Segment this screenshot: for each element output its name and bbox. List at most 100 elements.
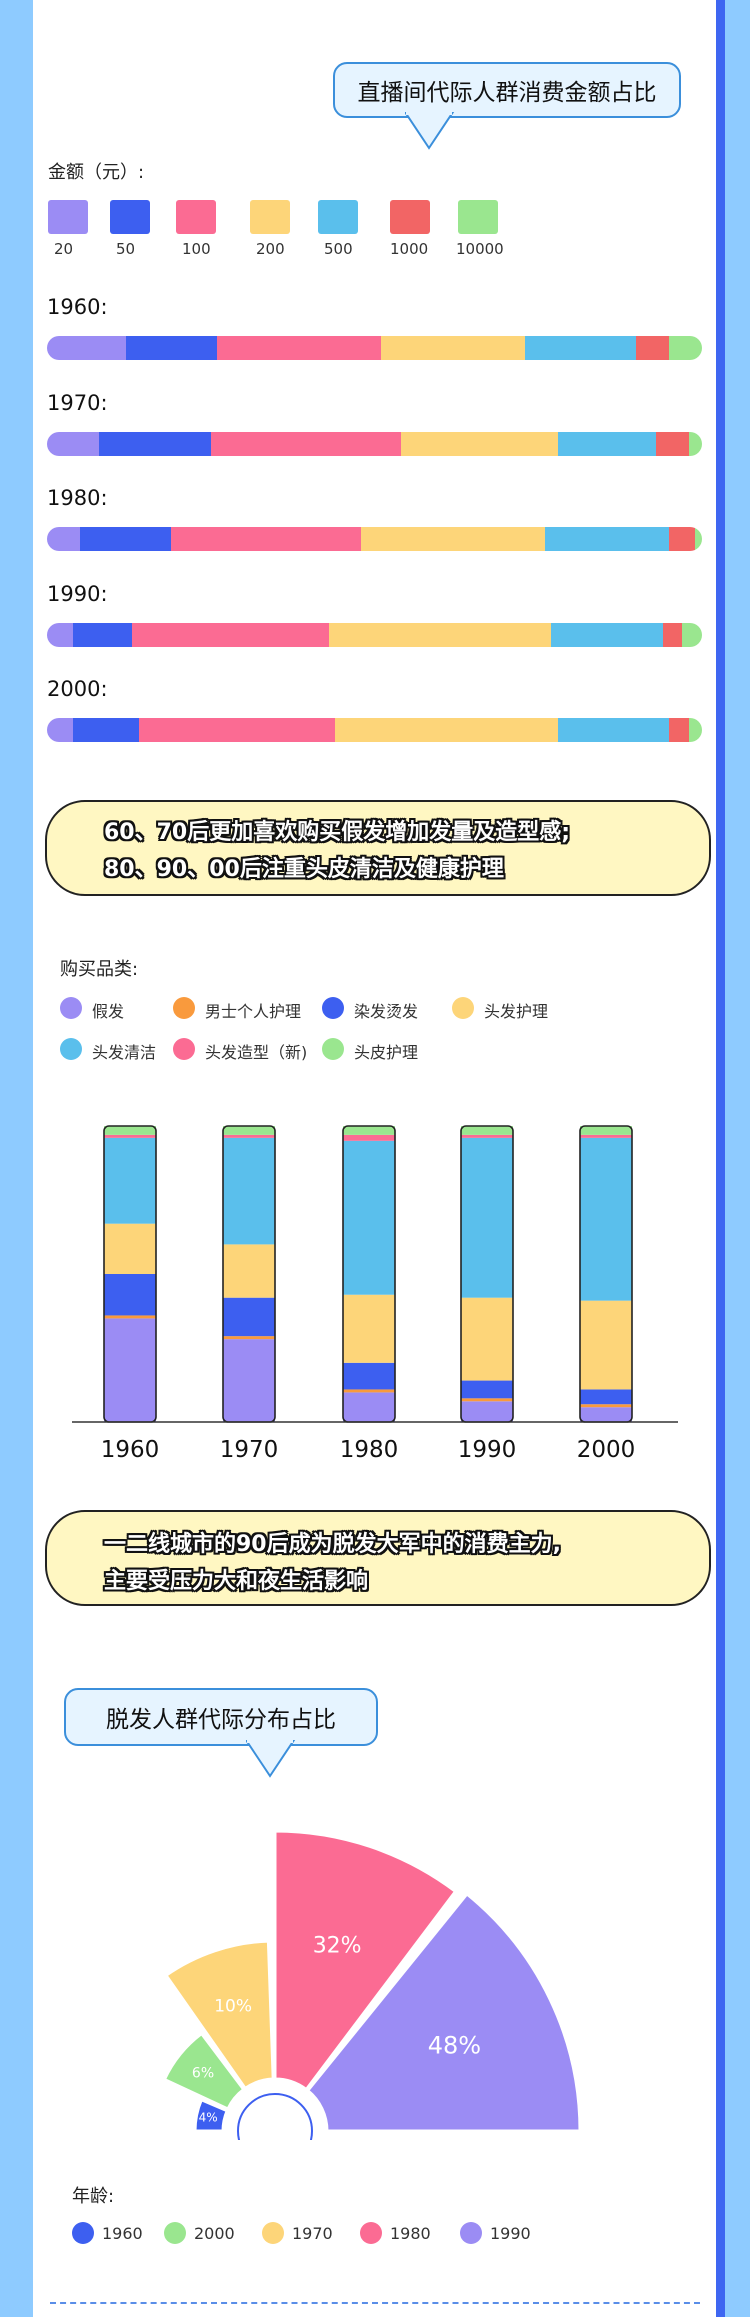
category-segment — [223, 1244, 275, 1298]
rose-slice-label: 10% — [214, 1996, 252, 2016]
spend-legend-swatch — [48, 200, 88, 234]
category-legend-label: 头发造型（新) — [205, 1043, 308, 1062]
spend-segment — [73, 623, 133, 647]
pie-legend-title: 年龄: — [72, 2186, 115, 2207]
category-segment — [343, 1392, 395, 1422]
category-bar-1990 — [460, 1125, 514, 1423]
spend-legend-title: 金额（元）: — [48, 162, 145, 183]
pie-legend-label: 2000 — [194, 2224, 235, 2243]
category-bar-1960 — [103, 1125, 157, 1423]
spend-segment — [669, 336, 702, 360]
rose-pie-chart: 4% 6% 10% 32% 48% — [162, 1829, 582, 2140]
spend-segment — [636, 336, 670, 360]
category-segment — [104, 1134, 156, 1138]
rose-slice-label: 4% — [199, 2110, 218, 2124]
spend-legend-swatch — [110, 200, 150, 234]
category-segment — [104, 1223, 156, 1274]
category-bar-1970 — [222, 1125, 276, 1423]
category-segment — [223, 1336, 275, 1340]
category-legend-label: 假发 — [92, 1002, 125, 1021]
category-segment — [104, 1315, 156, 1319]
pie-legend-label: 1970 — [292, 2224, 333, 2243]
category-legend-dot — [173, 997, 195, 1019]
category-axis-label: 1970 — [220, 1437, 279, 1460]
spend-segment — [210, 432, 401, 456]
spend-segment — [125, 336, 218, 360]
category-segment — [580, 1389, 632, 1405]
left-border — [0, 0, 33, 2317]
rose-slice-1980 — [273, 1829, 458, 2092]
category-segment — [104, 1126, 156, 1135]
spend-row-label: 1970: — [47, 391, 108, 415]
category-segment — [461, 1401, 513, 1422]
insight-banner-1 — [45, 800, 711, 896]
spend-segment — [557, 718, 670, 742]
category-segment — [104, 1274, 156, 1316]
spend-legend-swatch — [458, 200, 498, 234]
spend-segment — [361, 527, 545, 551]
category-segment — [461, 1126, 513, 1135]
spend-legend-label: 20 — [54, 240, 74, 258]
rose-slice-label: 32% — [313, 1934, 362, 1959]
bottom-divider — [50, 2302, 700, 2304]
spend-chart-title: 直播间代际人群消费金额占比 — [333, 62, 681, 118]
rose-slice-2000 — [162, 2031, 246, 2112]
spend-segment — [656, 432, 689, 456]
spend-segment — [669, 527, 696, 551]
category-legend-dot — [322, 1038, 344, 1060]
pie-legend-label: 1960 — [102, 2224, 143, 2243]
spend-bar-1970 — [47, 432, 702, 456]
category-bar-1980 — [342, 1125, 396, 1423]
category-legend-label: 头发清洁 — [92, 1043, 157, 1062]
spend-legend-swatch — [318, 200, 358, 234]
category-bar-2000 — [579, 1125, 633, 1423]
category-segment — [580, 1137, 632, 1301]
spend-segment — [544, 527, 670, 551]
spend-segment — [400, 432, 558, 456]
category-axis-label: 1990 — [458, 1437, 517, 1460]
spend-legend-label: 1000 — [390, 240, 429, 258]
spend-segment — [47, 527, 80, 551]
rose-slice-label: 48% — [428, 2031, 481, 2059]
category-segment — [461, 1380, 513, 1399]
pie-legend-dot — [262, 2222, 284, 2244]
spend-segment — [132, 623, 329, 647]
spend-segment — [525, 336, 637, 360]
spend-bar-1990 — [47, 623, 702, 647]
spend-segment — [328, 623, 552, 647]
spend-bar-2000 — [47, 718, 702, 742]
category-axis-label: 1960 — [101, 1437, 160, 1460]
rose-slice-label: 6% — [192, 2065, 214, 2081]
spend-segment — [217, 336, 382, 360]
category-legend-label: 头皮护理 — [354, 1043, 419, 1062]
category-segment — [461, 1137, 513, 1298]
spend-segment — [695, 527, 702, 551]
spend-segment — [47, 336, 126, 360]
spend-chart-title-text: 直播间代际人群消费金额占比 — [357, 80, 657, 106]
spend-segment — [138, 718, 336, 742]
insight-banner-1-line2: 80、90、00后注重头皮清洁及健康护理 — [104, 857, 504, 882]
category-legend-dot — [60, 1038, 82, 1060]
category-segment — [343, 1134, 395, 1141]
category-legend-label: 头发护理 — [484, 1002, 549, 1021]
spend-legend-label: 500 — [324, 240, 353, 258]
spend-row-label: 2000: — [47, 677, 108, 701]
spend-row-label: 1960: — [47, 295, 108, 319]
spend-segment — [335, 718, 558, 742]
spend-segment — [73, 718, 139, 742]
pie-chart-title-text: 脱发人群代际分布占比 — [106, 1707, 336, 1733]
pie-legend-label: 1980 — [390, 2224, 431, 2243]
spend-segment — [682, 623, 702, 647]
category-segment — [461, 1398, 513, 1402]
category-axis-label: 2000 — [577, 1437, 636, 1460]
spend-legend-swatch — [176, 200, 216, 234]
category-segment — [461, 1297, 513, 1381]
pie-legend-dot — [360, 2222, 382, 2244]
category-legend-label: 染发烫发 — [354, 1002, 419, 1021]
insight-banner-1-line1: 60、70后更加喜欢购买假发增加发量及造型感; — [104, 820, 571, 845]
spend-segment — [47, 432, 100, 456]
category-segment — [104, 1318, 156, 1422]
insight-banner-2-line2: 主要受压力大和夜生活影响 — [104, 1569, 369, 1594]
category-axis-label: 1980 — [340, 1437, 399, 1460]
category-segment — [343, 1362, 395, 1390]
